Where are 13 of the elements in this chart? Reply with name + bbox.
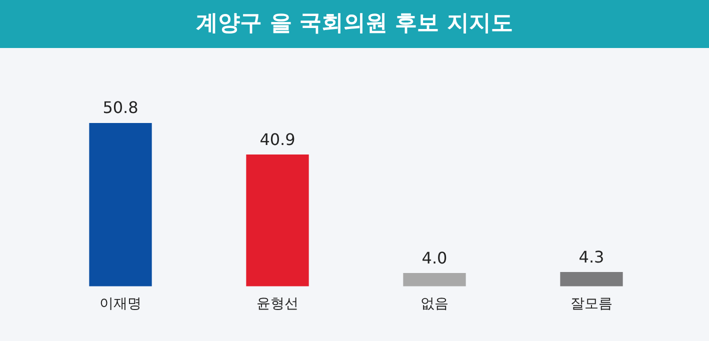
data-label: 50.8 — [102, 98, 138, 118]
x-tick-label: 없음 — [420, 296, 448, 312]
bar — [89, 123, 152, 286]
x-tick-label: 잘모름 — [570, 296, 612, 312]
bar — [403, 273, 466, 286]
data-label: 4.3 — [578, 248, 604, 267]
x-tick-label: 이재명 — [100, 296, 142, 312]
bar — [246, 154, 309, 286]
bar — [560, 272, 623, 286]
chart-title: 계양구 을 국회의원 후보 지지도 — [0, 0, 709, 48]
data-label: 4.0 — [422, 248, 448, 268]
x-tick-label: 윤형선 — [256, 296, 298, 312]
data-label: 40.9 — [260, 130, 296, 149]
